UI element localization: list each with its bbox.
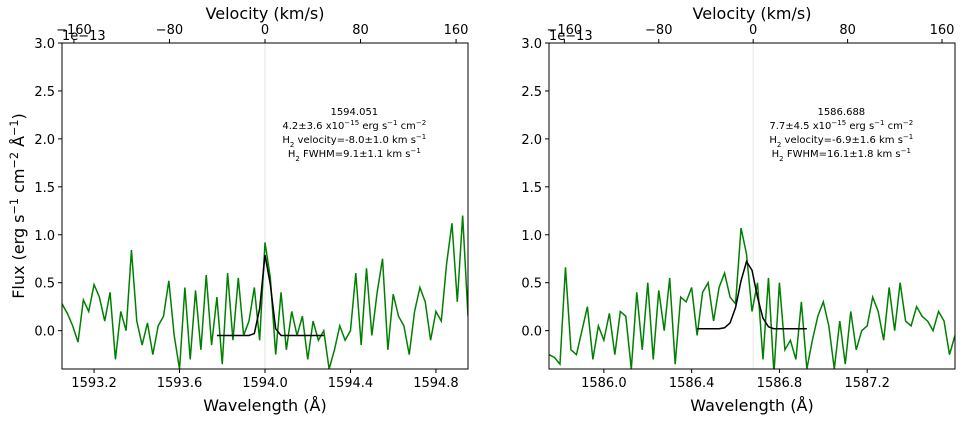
x2-tick-label: −160 (546, 23, 582, 38)
y-axis-label: Flux (erg s−1 cm−2 Å−1) (8, 113, 29, 299)
annotation-part: FWHM=16.1±1.8 km s (784, 149, 901, 160)
annotation-part: −15 (831, 119, 846, 127)
x2-tick-label: 160 (930, 23, 955, 38)
annotation-part: 2 (295, 155, 299, 163)
y-tick-label: 1.0 (34, 229, 55, 244)
y-tick-label: 2.0 (521, 133, 542, 148)
x2-tick-label: 0 (261, 23, 269, 38)
spectrum-line (216, 254, 324, 337)
x2-tick-label: 160 (444, 23, 469, 38)
x2-tick-label: 80 (352, 23, 369, 38)
annotation: H2 velocity=-8.0±1.0 km s−1 (282, 133, 426, 149)
annotation-part: H (288, 149, 296, 160)
annotation-part: 2 (777, 141, 781, 149)
y-tick-label: 2.5 (34, 85, 55, 100)
x-tick-label: 1587.2 (844, 376, 890, 391)
spectrum-line (62, 215, 468, 369)
plot-area (62, 43, 468, 369)
y-axis-label-part: −1 (8, 198, 21, 215)
annotation-part: FWHM=9.1±1.1 km s (300, 149, 411, 160)
annotation-part: −1 (874, 119, 884, 127)
annotation-part: −1 (903, 133, 913, 141)
offset-text: 1e−13 (62, 29, 106, 44)
annotation-part: 2 (290, 141, 294, 149)
y-axis-label-part: cm (9, 169, 28, 198)
y-axis-label-part: −2 (8, 152, 21, 169)
x-tick-label: 1594.4 (328, 376, 374, 391)
annotation-part: 2 (779, 155, 783, 163)
spectrum-line (549, 227, 955, 369)
x-tick-label: 1586.0 (581, 376, 627, 391)
annotation-part: erg s (846, 121, 874, 132)
x-tick-label: 1586.4 (669, 376, 715, 391)
spectrum-line (697, 259, 807, 330)
x-tick-label: 1594.8 (413, 376, 459, 391)
y-axis-label-part: ) (9, 113, 28, 119)
annotation-part: velocity=-8.0±1.0 km s (294, 135, 416, 146)
x2-tick-label: 0 (749, 23, 757, 38)
annotation: H2 FWHM=9.1±1.1 km s−1 (288, 147, 421, 163)
y-tick-label: 1.0 (521, 229, 542, 244)
y-tick-label: 0.0 (521, 325, 542, 340)
annotation: 1586.688 (817, 107, 865, 118)
x-tick-label: 1594.0 (242, 376, 288, 391)
y-axis-label-part: Å (9, 136, 28, 152)
annotation-part: −1 (410, 147, 420, 155)
annotation: H2 velocity=-6.9±1.6 km s−1 (769, 133, 913, 149)
annotation-part: H (282, 135, 290, 146)
offset-text: 1e−13 (549, 29, 593, 44)
annotation-part: −1 (387, 119, 397, 127)
x-axis-label: Wavelength (Å) (690, 396, 813, 415)
annotation-part: −15 (344, 119, 359, 127)
x-tick-label: 1593.6 (157, 376, 203, 391)
y-tick-label: 0.5 (34, 277, 55, 292)
annotation-part: −1 (416, 133, 426, 141)
axes-frame (548, 42, 956, 370)
y-tick-label: 0.5 (521, 277, 542, 292)
annotation-part: −2 (903, 119, 913, 127)
annotation-part: H (772, 149, 780, 160)
annotation-part: 1586.688 (817, 107, 865, 118)
annotation-part: erg s (359, 121, 387, 132)
y-tick-label: 0.0 (34, 325, 55, 340)
annotation-part: 7.7±4.5 x10 (769, 121, 831, 132)
plot-area (549, 43, 955, 369)
y-tick-label: 3.0 (34, 37, 55, 52)
annotation-part: cm (885, 121, 903, 132)
annotation: 7.7±4.5 x10−15 erg s−1 cm−2 (769, 119, 913, 132)
x-axis-label: Wavelength (Å) (203, 396, 326, 415)
annotation: H2 FWHM=16.1±1.8 km s−1 (772, 147, 911, 163)
annotation-part: −1 (901, 147, 911, 155)
annotation: 1594.051 (330, 107, 378, 118)
x2-tick-label: −80 (156, 23, 183, 38)
y-tick-label: 1.5 (521, 181, 542, 196)
annotation-part: cm (398, 121, 416, 132)
x2-tick-label: 80 (839, 23, 856, 38)
annotation-part: H (769, 135, 777, 146)
x-tick-label: 1593.2 (71, 376, 117, 391)
x2-tick-label: −80 (645, 23, 672, 38)
annotation-part: 1594.051 (330, 107, 378, 118)
x-tick-label: 1586.8 (757, 376, 803, 391)
y-tick-label: 2.0 (34, 133, 55, 148)
annotation: 4.2±3.6 x10−15 erg s−1 cm−2 (282, 119, 426, 132)
y-axis-label-part: Flux (erg s (9, 214, 28, 298)
annotation-part: velocity=-6.9±1.6 km s (781, 135, 903, 146)
y-tick-label: 3.0 (521, 37, 542, 52)
x2-tick-label: −160 (56, 23, 92, 38)
annotation-part: −2 (416, 119, 426, 127)
y-tick-label: 1.5 (34, 181, 55, 196)
y-tick-label: 2.5 (521, 85, 542, 100)
x2-axis-label: Velocity (km/s) (206, 4, 325, 23)
x2-axis-label: Velocity (km/s) (693, 4, 812, 23)
annotation-part: 4.2±3.6 x10 (282, 121, 344, 132)
y-axis-label-part: −1 (8, 119, 21, 136)
